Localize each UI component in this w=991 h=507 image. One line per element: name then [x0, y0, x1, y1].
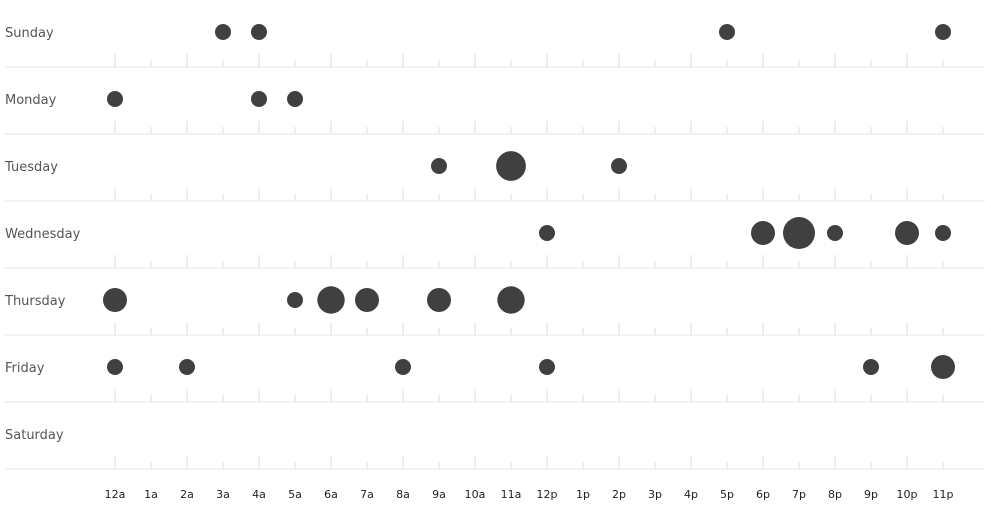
- hour-label-10p: 10p: [897, 488, 918, 501]
- hour-label-5a: 5a: [288, 488, 302, 501]
- dot-wednesday-10p: Wednesday 10p: 2: [895, 221, 919, 245]
- day-label-monday: Monday: [5, 93, 57, 108]
- dot-sunday-4a: Sunday 4a: 1: [251, 24, 267, 40]
- dot-tuesday-2p: Tuesday 2p: 1: [611, 158, 627, 174]
- dot-wednesday-6p: Wednesday 6p: 2: [751, 221, 775, 245]
- hour-label-6a: 6a: [324, 488, 338, 501]
- hour-label-5p: 5p: [720, 488, 734, 501]
- dots: Sunday 3a: 1 Sunday 4a: 1 Sunday 5p: 1 Sund…: [103, 24, 955, 379]
- dot-wednesday-11p: Wednesday 11p: 1: [935, 225, 951, 241]
- hour-label-9a: 9a: [432, 488, 446, 501]
- hour-label-7a: 7a: [360, 488, 374, 501]
- dot-wednesday-7p: Wednesday 7p: 5: [783, 217, 815, 249]
- day-label-tuesday: Tuesday: [4, 160, 58, 175]
- dot-thursday-6a: Thursday 6a: 3: [317, 286, 345, 314]
- grid: [5, 54, 985, 470]
- dot-monday-4a: Monday 4a: 1: [251, 91, 267, 107]
- dot-friday-2a: Friday 2a: 1: [179, 359, 195, 375]
- dot-monday-5a: Monday 5a: 1: [287, 91, 303, 107]
- hour-label-4p: 4p: [684, 488, 698, 501]
- hour-label-3a: 3a: [216, 488, 230, 501]
- hour-label-2a: 2a: [180, 488, 194, 501]
- dot-tuesday-11a: Tuesday 11a: 4: [496, 151, 526, 181]
- hour-label-8a: 8a: [396, 488, 410, 501]
- dot-friday-12a: Friday 12a: 1: [107, 359, 123, 375]
- day-label-saturday: Saturday: [5, 428, 64, 443]
- day-labels: Sunday Monday Tuesday Wednesday Thursday Frid…: [4, 26, 81, 443]
- dot-thursday-7a: Thursday 7a: 2: [355, 288, 379, 312]
- dot-thursday-5a: Thursday 5a: 1: [287, 292, 303, 308]
- hour-label-11p: 11p: [933, 488, 954, 501]
- dot-wednesday-8p: Wednesday 8p: 1: [827, 225, 843, 241]
- dot-sunday-3a: Sunday 3a: 1: [215, 24, 231, 40]
- dot-monday-12a: Monday 12a: 1: [107, 91, 123, 107]
- hour-label-7p: 7p: [792, 488, 806, 501]
- day-label-wednesday: Wednesday: [5, 227, 81, 242]
- dot-thursday-12a: Thursday 12a: 2: [103, 288, 127, 312]
- day-label-thursday: Thursday: [4, 294, 66, 309]
- dot-wednesday-12p: Wednesday 12p: 1: [539, 225, 555, 241]
- hour-label-12p: 12p: [537, 488, 558, 501]
- hour-label-8p: 8p: [828, 488, 842, 501]
- hour-label-11a: 11a: [501, 488, 522, 501]
- day-label-sunday: Sunday: [5, 26, 54, 41]
- hour-labels: 12a 1a 2a 3a 4a 5a 6a 7a 8a 9a 10a 11a 12p 1p 2p 3p 4p 5p…: [105, 488, 954, 501]
- dot-friday-9p: Friday 9p: 1: [863, 359, 879, 375]
- dot-tuesday-9a: Tuesday 9a: 1: [431, 158, 447, 174]
- dot-thursday-11a: Thursday 11a: 3: [497, 286, 525, 314]
- dot-sunday-5p: Sunday 5p: 1: [719, 24, 735, 40]
- dot-friday-8a: Friday 8a: 1: [395, 359, 411, 375]
- dot-friday-11p: Friday 11p: 2: [931, 355, 955, 379]
- dot-sunday-11p: Sunday 11p: 1: [935, 24, 951, 40]
- hour-label-4a: 4a: [252, 488, 266, 501]
- hour-label-1p: 1p: [576, 488, 590, 501]
- hour-label-12a: 12a: [105, 488, 126, 501]
- hour-label-2p: 2p: [612, 488, 626, 501]
- dot-friday-12p: Friday 12p: 1: [539, 359, 555, 375]
- hour-label-1a: 1a: [144, 488, 158, 501]
- dot-thursday-9a: Thursday 9a: 2: [427, 288, 451, 312]
- hour-label-6p: 6p: [756, 488, 770, 501]
- hour-label-3p: 3p: [648, 488, 662, 501]
- day-label-friday: Friday: [5, 361, 45, 376]
- hour-label-9p: 9p: [864, 488, 878, 501]
- hour-label-10a: 10a: [465, 488, 486, 501]
